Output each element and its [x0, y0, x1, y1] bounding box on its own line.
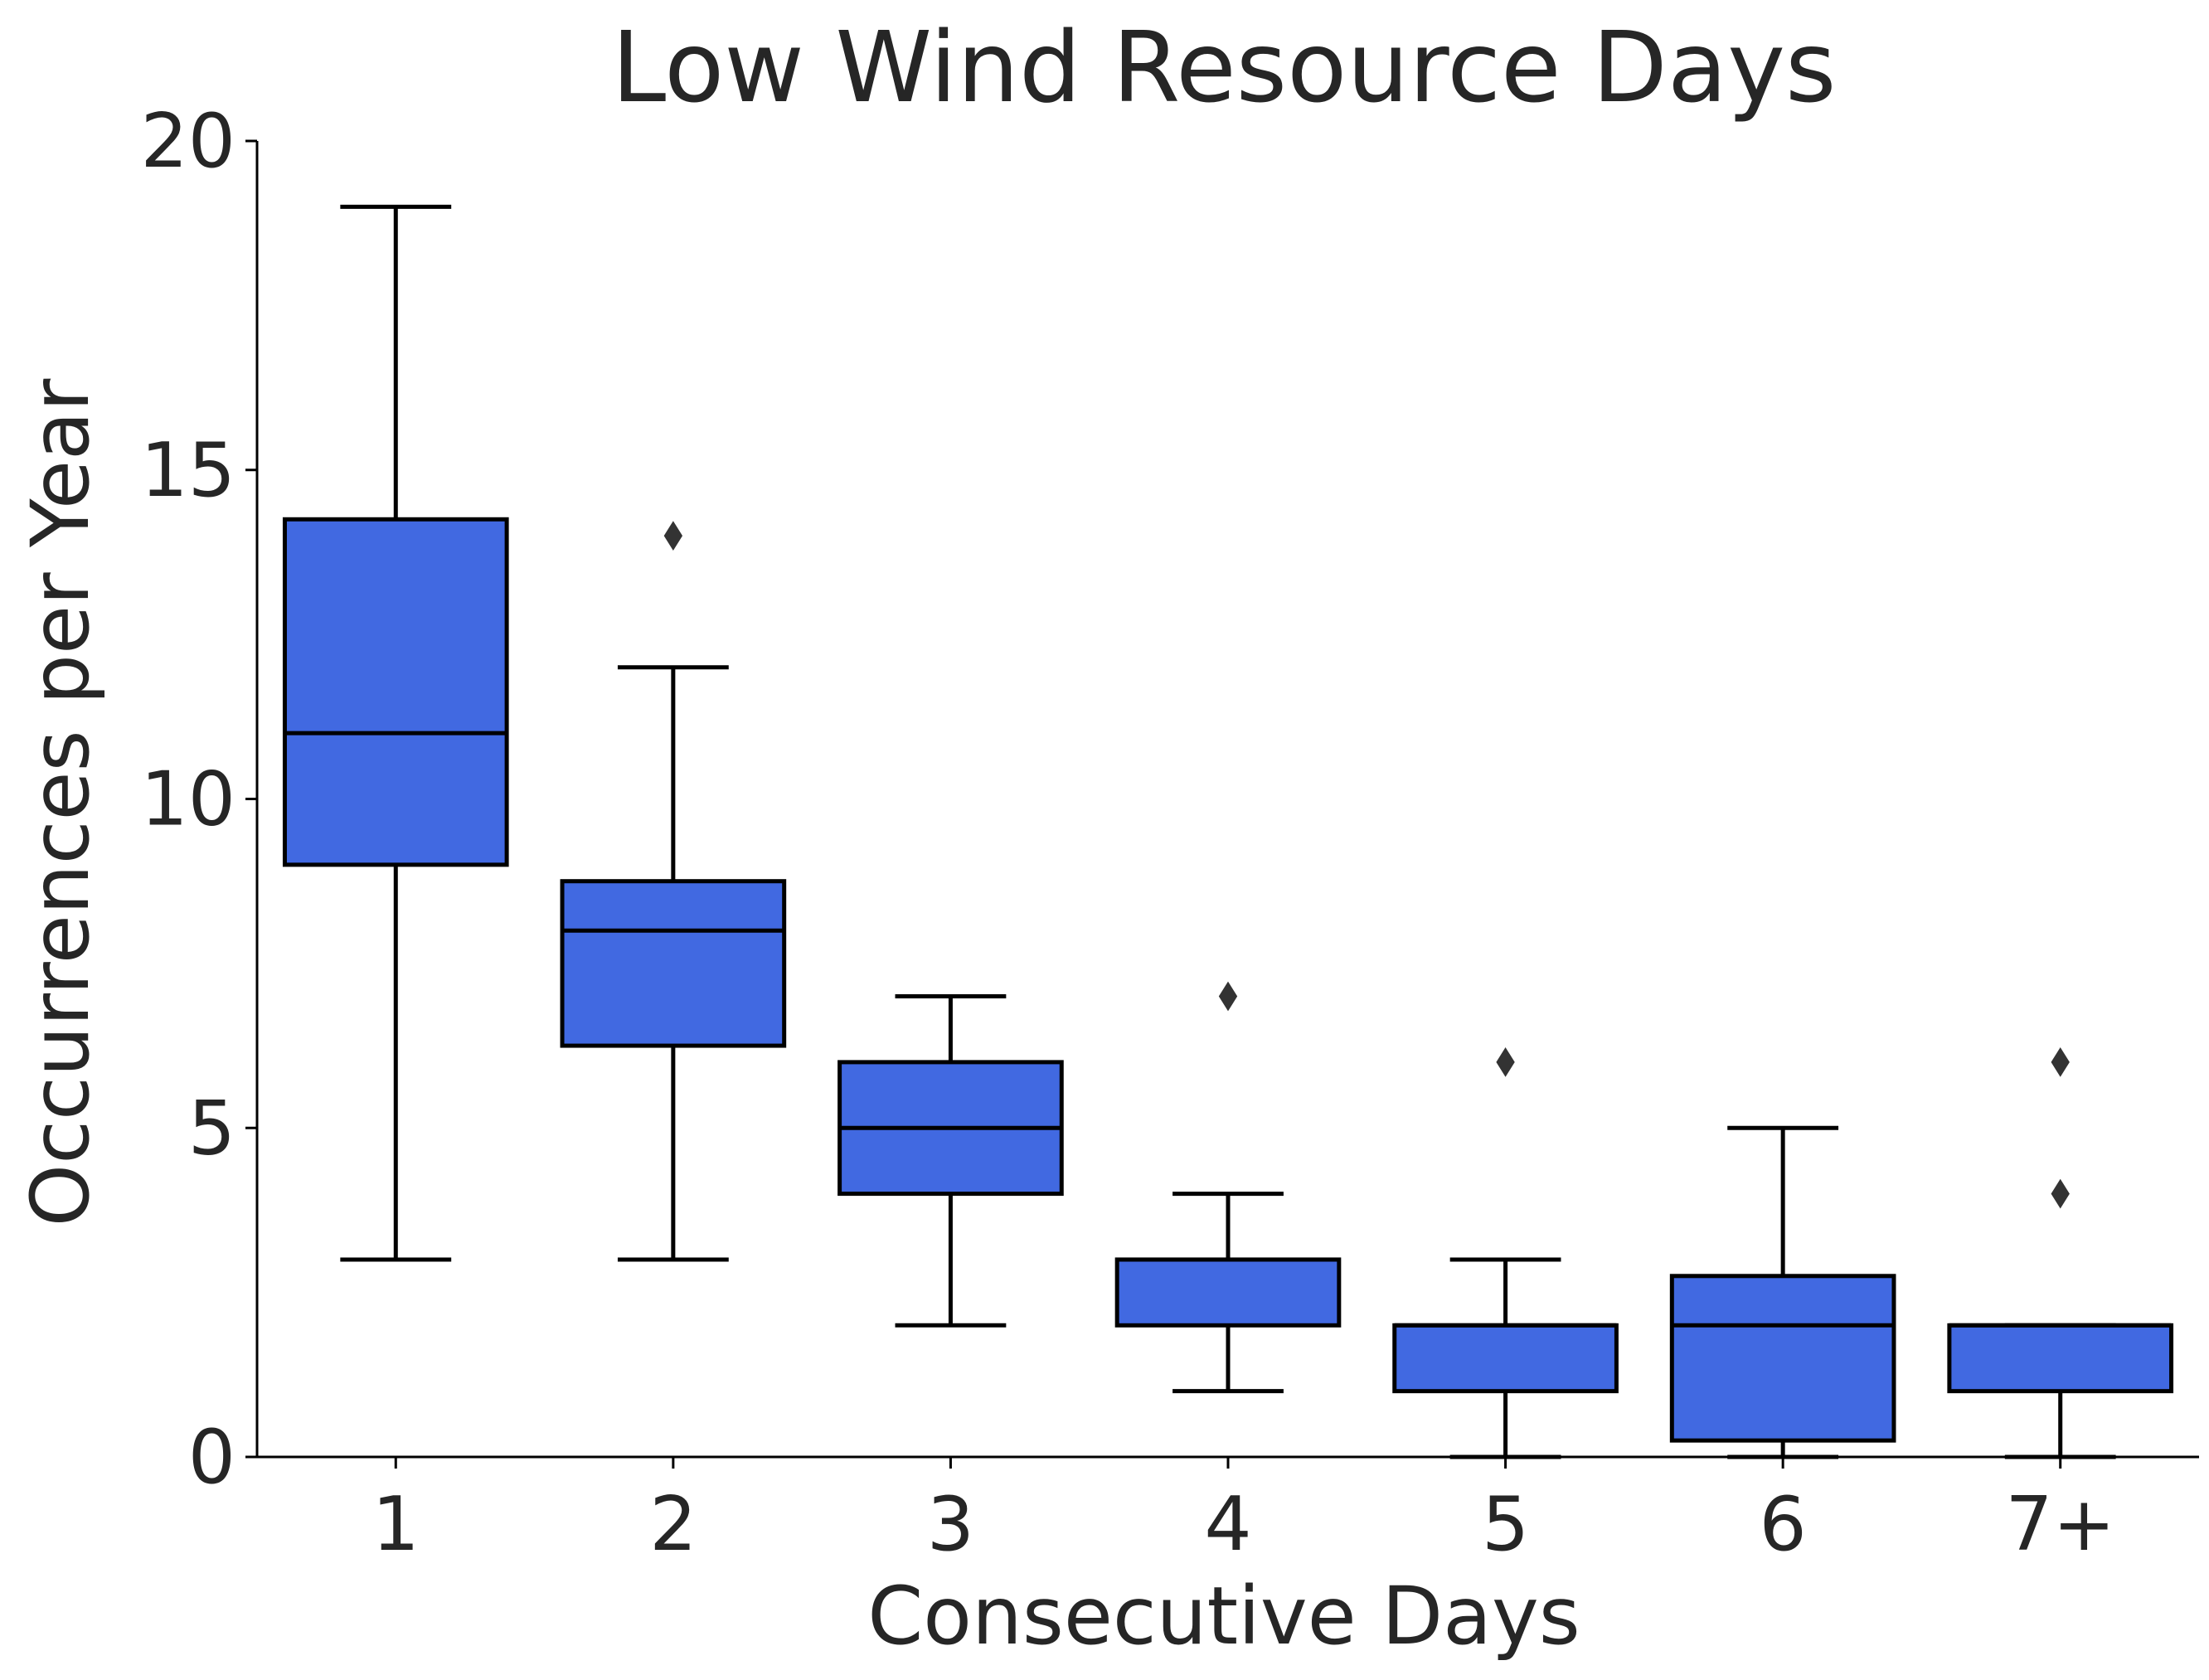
box — [282, 517, 509, 867]
axes: 0 5 10 15 20 1 2 3 4 5 6 7+ — [140, 98, 2199, 1568]
x-tick-label: 2 — [649, 1481, 697, 1568]
y-tick-label: 20 — [140, 98, 235, 185]
y-axis-label: Occurrences per Year — [14, 378, 107, 1226]
box-group-6 — [1669, 1125, 1896, 1459]
box — [560, 879, 787, 1048]
box — [1947, 1323, 2174, 1394]
x-axis-label: Consecutive Days — [867, 1570, 1580, 1663]
box-group-1 — [282, 204, 509, 1262]
y-tick-label: 5 — [188, 1085, 235, 1172]
x-tick-label: 3 — [927, 1481, 974, 1568]
chart-title: Low Wind Resource Days — [611, 10, 1836, 124]
x-tick-label: 4 — [1204, 1481, 1251, 1568]
outlier-point — [2051, 1047, 2070, 1077]
y-tick-label: 0 — [188, 1414, 235, 1501]
box — [1114, 1257, 1342, 1328]
outlier-point — [2051, 1178, 2070, 1209]
outlier-point — [663, 521, 683, 551]
box — [1392, 1323, 1619, 1394]
outlier-point — [1218, 981, 1238, 1012]
box-group-3 — [837, 994, 1064, 1328]
y-tick-label: 10 — [140, 756, 235, 843]
x-tick-label: 5 — [1482, 1481, 1529, 1568]
y-tick-label: 15 — [140, 427, 235, 514]
box-group-2 — [560, 521, 787, 1262]
x-tick-label: 6 — [1760, 1481, 1807, 1568]
outlier-point — [1496, 1047, 1515, 1077]
box-group-7+ — [1947, 1047, 2174, 1459]
box — [1669, 1274, 1896, 1443]
box-group-5 — [1392, 1047, 1619, 1459]
box-group-4 — [1114, 981, 1342, 1394]
plot-area — [282, 204, 2174, 1459]
x-tick-label: 1 — [372, 1481, 420, 1568]
x-tick-label: 7+ — [2005, 1481, 2115, 1568]
